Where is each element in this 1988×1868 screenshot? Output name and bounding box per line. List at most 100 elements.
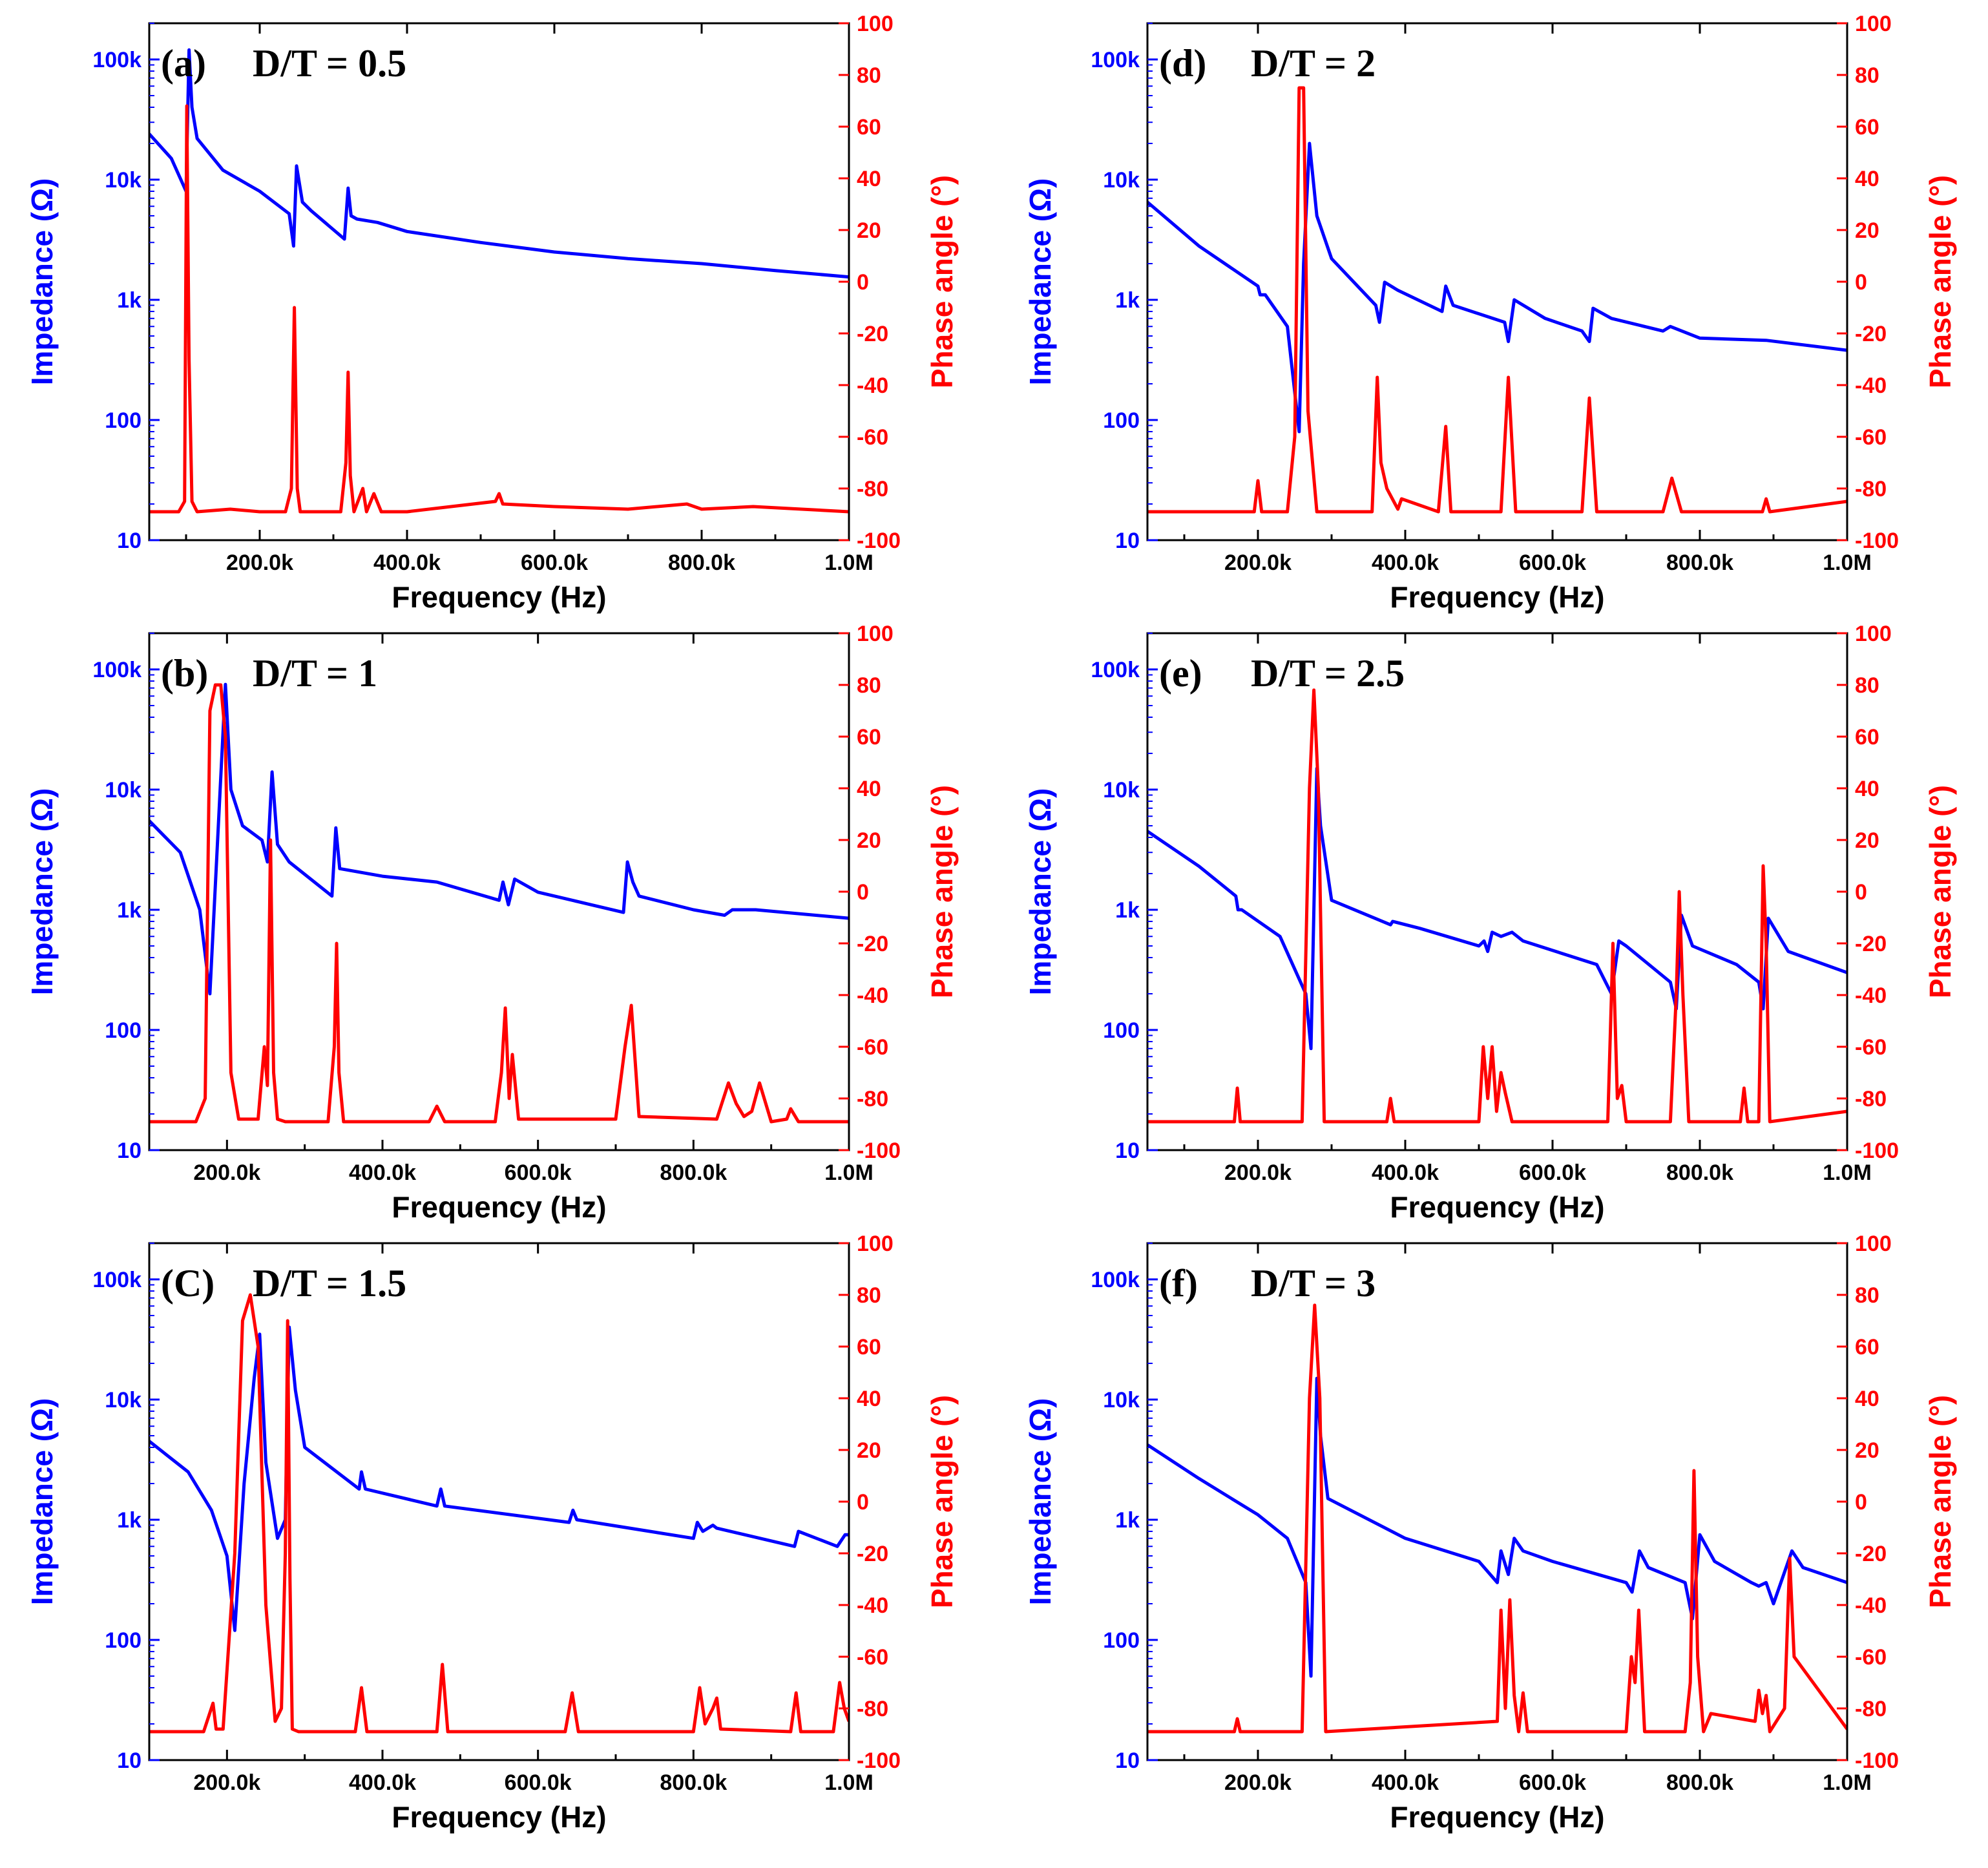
x-tick-label: 200.0k [193,1770,260,1795]
y-right-tick-label: 20 [857,828,881,853]
y-left-tick-label: 10 [1115,1748,1140,1773]
y-right-tick-label: 80 [857,1283,881,1308]
y-left-tick-label: 100 [105,1628,141,1653]
y-left-tick-label: 10 [117,1748,141,1773]
y-right-tick-label: 0 [857,1490,869,1515]
x-tick-label: 1.0M [824,551,874,575]
y-right-tick-label: -80 [1855,477,1887,501]
panel-title: D/T = 3 [1251,1262,1376,1305]
x-axis-label: Frequency (Hz) [1390,580,1604,614]
x-axis-label: Frequency (Hz) [1390,1800,1604,1834]
y-left-tick-label: 10 [117,529,141,553]
x-tick-label: 400.0k [349,1770,416,1795]
y-right-tick-label: -80 [1855,1087,1887,1111]
y-right-tick-label: -20 [1855,1542,1887,1566]
y-right-tick-label: 40 [1855,1387,1879,1411]
y-left-tick-label: 10k [1103,168,1140,193]
y-right-tick-label: -100 [1855,529,1899,553]
panel-title: D/T = 2 [1251,42,1376,85]
y-left-tick-label: 100k [1091,658,1140,682]
y-right-tick-label: -20 [857,322,888,346]
y-right-tick-label: 100 [857,1232,894,1256]
y-right-tick-label: -40 [1855,373,1887,398]
panel-a: 200.0k 400.0k 600.0k 800.0k 1.0M 10 100 1k 10k 10… [25,12,959,614]
x-tick-label: 800.0k [668,551,735,575]
y-left-axis-label: Impedance (Ω) [1023,1398,1057,1606]
y-left-tick-label: 1k [117,898,141,923]
x-tick-label: 600.0k [505,1770,572,1795]
x-tick-label: 200.0k [1224,1160,1292,1185]
y-left-tick-label: 10 [117,1139,141,1163]
panel-title: D/T = 1 [253,652,377,695]
y-left-axis-label: Impedance (Ω) [1023,788,1057,996]
plot-frame [148,632,850,1151]
y-right-tick-label: -40 [857,373,888,398]
x-tick-label: 600.0k [521,551,588,575]
y-right-tick-label: -60 [1855,425,1887,450]
y-left-axis-label: Impedance (Ω) [25,1398,59,1606]
panel-title: D/T = 1.5 [253,1262,406,1305]
y-right-tick-label: 60 [857,725,881,750]
y-right-tick-label: -20 [857,1542,888,1566]
y-left-tick-label: 10k [105,778,141,803]
x-tick-label: 800.0k [660,1160,727,1185]
y-right-tick-label: -60 [1855,1035,1887,1060]
y-right-tick-label: 100 [857,12,894,36]
x-axis-label: Frequency (Hz) [392,580,606,614]
y-right-tick-label: 100 [1855,12,1892,36]
y-right-tick-label: 100 [1855,1232,1892,1256]
x-tick-label: 1.0M [1823,1160,1872,1185]
y-right-tick-label: 40 [857,167,881,191]
y-right-tick-label: -40 [857,983,888,1008]
y-right-tick-label: -100 [857,1748,901,1773]
y-left-tick-label: 100 [1103,1018,1140,1043]
panel-title: D/T = 2.5 [1251,652,1405,695]
y-right-tick-label: -20 [857,932,888,956]
y-right-axis-label: Phase angle (°) [1923,785,1957,998]
y-right-tick-label: -60 [857,1645,888,1670]
impedance-line [1147,142,1847,434]
phase-line [149,683,849,1124]
y-right-tick-label: 20 [1855,1438,1879,1463]
y-left-tick-label: 100k [92,48,141,72]
y-right-tick-label: -80 [857,1697,888,1721]
y-right-tick-label: 0 [1855,270,1867,295]
panel-label: (d) [1159,42,1206,85]
y-right-tick-label: 80 [857,63,881,88]
y-right-tick-label: 100 [857,622,894,646]
y-left-tick-label: 10k [105,1388,141,1412]
x-tick-label: 400.0k [1372,1770,1439,1795]
panel-c: 200.0k 400.0k 600.0k 800.0k 1.0M 10 100 1k 10k 10… [25,1232,959,1834]
y-left-axis-label: Impedance (Ω) [25,178,59,386]
y-right-tick-label: -20 [1855,932,1887,956]
y-right-tick-label: 80 [1855,673,1879,698]
y-left-tick-label: 1k [1115,898,1140,923]
plot-frame [1146,632,1848,1151]
y-right-tick-label: 60 [1855,1335,1879,1359]
phase-line [1147,86,1847,514]
y-right-tick-label: -40 [1855,983,1887,1008]
y-right-tick-label: 40 [1855,777,1879,801]
x-tick-label: 1.0M [824,1770,874,1795]
y-right-tick-label: 20 [857,1438,881,1463]
y-right-tick-label: -80 [857,1087,888,1111]
impedance-line [149,1325,849,1632]
y-right-tick-label: -20 [1855,322,1887,346]
x-tick-label: 1.0M [1823,1770,1872,1795]
y-right-tick-label: -60 [857,425,888,450]
y-left-tick-label: 10k [1103,778,1140,803]
y-right-tick-label: 20 [1855,218,1879,243]
y-right-tick-label: 40 [857,1387,881,1411]
phase-line [1147,1303,1847,1734]
y-left-tick-label: 1k [1115,288,1140,313]
y-left-tick-label: 10k [1103,1388,1140,1412]
impedance-line [149,682,849,996]
y-right-tick-label: 60 [857,1335,881,1359]
x-tick-label: 800.0k [660,1770,727,1795]
y-right-tick-label: -100 [857,1139,901,1163]
panel-label: (a) [161,42,206,85]
y-right-tick-label: 60 [1855,725,1879,750]
x-tick-label: 200.0k [193,1160,260,1185]
x-tick-label: 600.0k [505,1160,572,1185]
